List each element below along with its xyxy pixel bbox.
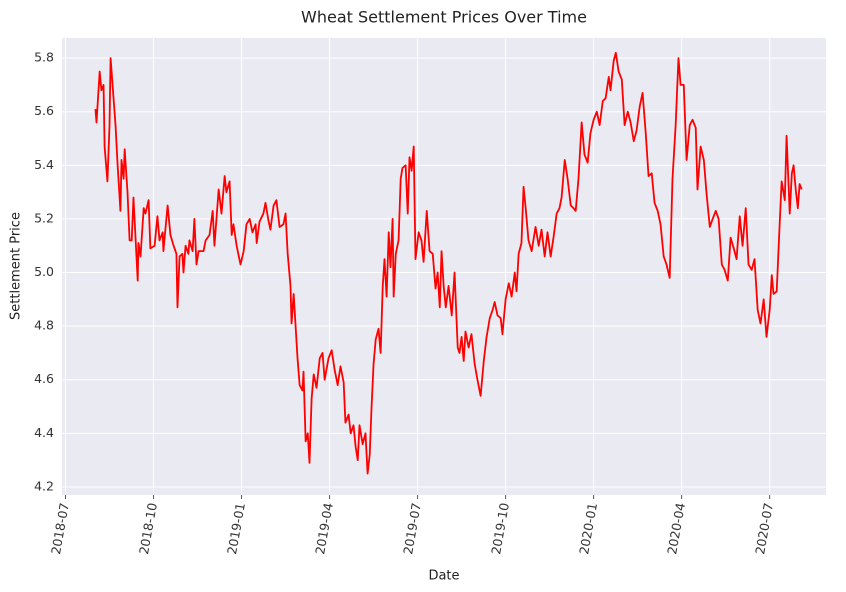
y-tick-label: 4.2 [34,478,54,493]
y-tick-label: 5.2 [34,210,54,225]
x-tick-label: 2018-07 [48,502,72,556]
y-tick-label: 5.6 [34,103,54,118]
x-tick-label: 2019-07 [400,502,424,556]
x-tick-label: 2019-10 [488,501,512,555]
y-tick-label: 5.4 [34,157,54,172]
x-tick-label: 2020-07 [752,502,776,556]
y-tick-label: 4.8 [34,318,54,333]
x-tick-label: 2019-01 [224,502,248,556]
x-tick-label: 2020-04 [664,501,688,555]
chart-title: Wheat Settlement Prices Over Time [301,8,587,27]
price-line [94,51,803,475]
y-axis-label: Settlement Price [9,212,24,320]
x-tick-label: 2018-10 [136,501,160,555]
y-tick-label: 5.0 [34,264,54,279]
plot-area [62,38,826,495]
x-axis-label: Date [428,569,459,584]
y-tick-label: 4.6 [34,371,54,386]
x-tick-label: 2019-04 [312,501,336,555]
y-tick-label: 5.8 [34,50,54,65]
y-tick-label: 4.4 [34,425,54,440]
x-tick-label: 2020-01 [576,502,600,556]
